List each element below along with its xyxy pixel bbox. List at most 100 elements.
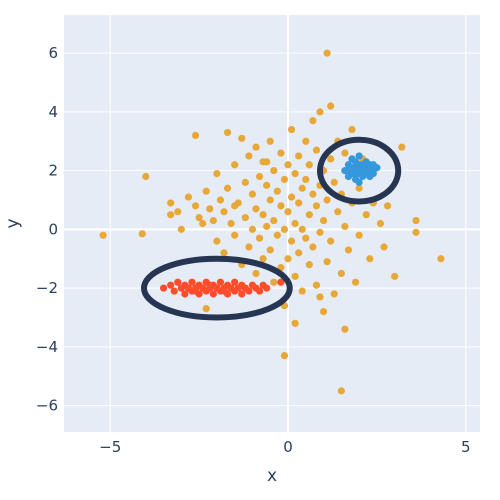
data-point: [355, 178, 363, 186]
data-point: [252, 143, 260, 151]
data-point: [170, 287, 178, 295]
data-point: [312, 146, 321, 154]
data-point: [181, 290, 189, 298]
data-point: [298, 184, 306, 192]
data-point: [287, 193, 296, 201]
data-point: [305, 211, 313, 219]
data-point: [213, 237, 221, 245]
data-point: [298, 225, 306, 233]
data-point: [238, 134, 246, 142]
y-tick-label: −6: [36, 397, 58, 415]
data-point: [213, 169, 221, 178]
data-point: [284, 161, 292, 169]
data-point: [298, 287, 306, 295]
data-point: [383, 202, 392, 210]
data-point: [309, 117, 317, 125]
y-axis-title: y: [3, 218, 23, 228]
data-point: [270, 278, 278, 286]
data-point: [277, 278, 285, 286]
data-point: [291, 169, 299, 178]
y-tick-label: 4: [48, 103, 58, 121]
data-point: [223, 128, 232, 137]
data-point: [263, 284, 271, 292]
data-point: [245, 243, 253, 251]
data-point: [348, 125, 356, 134]
data-point: [277, 202, 285, 210]
data-point: [316, 228, 324, 236]
data-point: [255, 234, 264, 242]
data-point: [330, 178, 338, 186]
annotation-ellipse: [141, 255, 293, 321]
data-point: [159, 284, 168, 292]
data-point: [263, 222, 271, 231]
data-point: [216, 196, 225, 204]
data-point: [273, 231, 281, 239]
data-point: [302, 234, 310, 242]
data-point: [270, 167, 278, 175]
data-point: [191, 131, 200, 140]
data-point: [273, 187, 281, 195]
data-point: [202, 305, 210, 313]
data-point: [241, 178, 249, 186]
data-point: [344, 246, 353, 254]
data-point: [174, 278, 182, 286]
data-point: [199, 219, 207, 228]
data-point: [280, 175, 289, 184]
data-point: [295, 199, 303, 207]
data-point: [295, 249, 303, 257]
data-point: [305, 161, 313, 169]
data-point: [231, 278, 239, 286]
data-point: [142, 172, 150, 181]
data-point: [177, 225, 185, 233]
data-point: [309, 190, 317, 198]
x-tick-label: −5: [99, 438, 121, 456]
data-point: [319, 216, 328, 225]
data-point: [231, 202, 239, 210]
data-point: [398, 143, 406, 151]
data-point: [220, 208, 228, 216]
data-point: [359, 164, 367, 172]
data-point: [341, 149, 349, 157]
data-point: [351, 169, 360, 178]
data-point: [206, 205, 214, 213]
data-point: [220, 287, 228, 295]
grid-lines: [64, 15, 480, 432]
data-point: [227, 219, 235, 228]
data-point: [277, 149, 285, 157]
data-point: [412, 228, 420, 236]
data-point: [391, 272, 399, 280]
data-point: [223, 184, 232, 192]
data-point: [287, 125, 296, 134]
data-points: [99, 49, 445, 395]
data-point: [280, 352, 289, 360]
data-point: [167, 281, 175, 289]
data-point: [99, 231, 107, 239]
tick-labels: −5 0 5 −6 −4 −2 0 2 4 6: [36, 44, 471, 456]
data-point: [191, 287, 200, 295]
data-point: [270, 216, 278, 225]
data-point: [312, 281, 321, 289]
data-point: [366, 169, 374, 178]
data-point: [337, 387, 345, 395]
x-axis-title: x: [267, 466, 277, 486]
data-point: [263, 158, 271, 166]
data-point: [266, 137, 274, 145]
data-point: [266, 246, 274, 254]
data-point: [241, 214, 249, 222]
data-point: [380, 243, 388, 251]
data-point: [302, 137, 310, 145]
data-point: [184, 193, 193, 201]
data-point: [255, 172, 264, 181]
data-point: [412, 216, 420, 225]
data-point: [280, 225, 289, 233]
data-point: [327, 237, 335, 245]
data-point: [248, 190, 257, 198]
data-point: [266, 196, 274, 204]
data-point: [355, 231, 363, 239]
data-point: [252, 269, 260, 278]
data-point: [287, 237, 296, 245]
data-point: [341, 325, 349, 333]
data-point: [252, 205, 260, 213]
data-point: [245, 287, 253, 295]
